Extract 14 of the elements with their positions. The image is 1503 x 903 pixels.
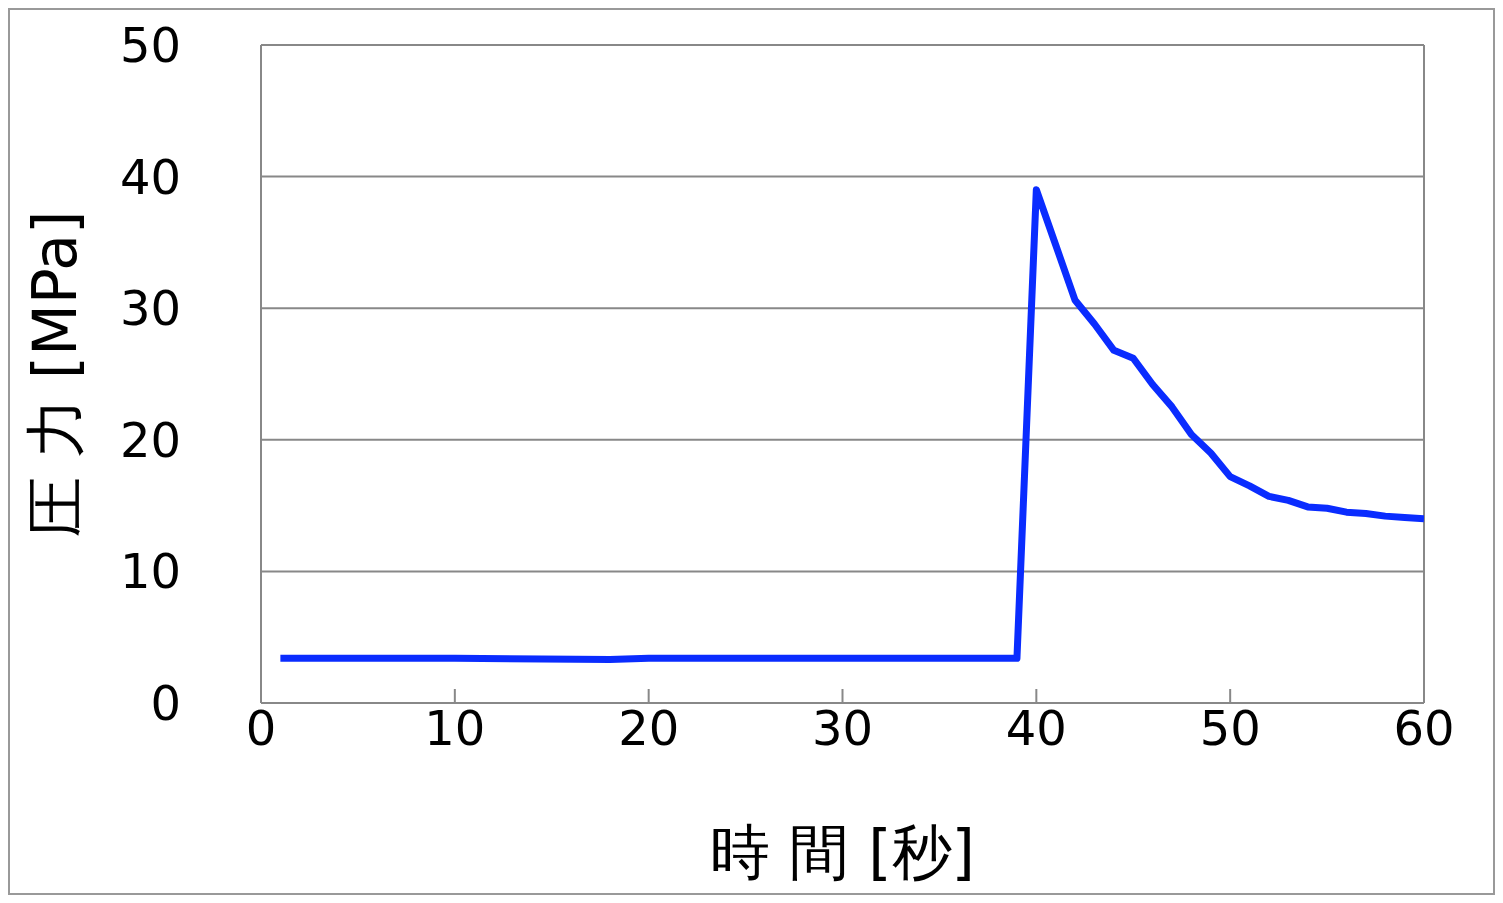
y-axis-title: 圧 力 [MPa]: [20, 210, 91, 538]
x-tick-label: 30: [811, 700, 874, 757]
x-tick-label: 10: [424, 700, 486, 757]
y-tick-label: 40: [119, 148, 181, 205]
y-tick-label: 20: [119, 411, 181, 468]
x-tick-label: 0: [245, 700, 277, 757]
y-tick-label: 30: [119, 280, 181, 337]
x-axis-title: 時 間 [秒]: [710, 817, 975, 887]
x-tick-label: 20: [618, 700, 680, 757]
x-tick-label: 40: [1005, 700, 1067, 757]
y-tick-label: 10: [119, 543, 181, 600]
y-tick-label: 50: [119, 17, 181, 74]
x-tick-label: 50: [1199, 700, 1261, 757]
x-tick-label: 60: [1393, 700, 1455, 757]
